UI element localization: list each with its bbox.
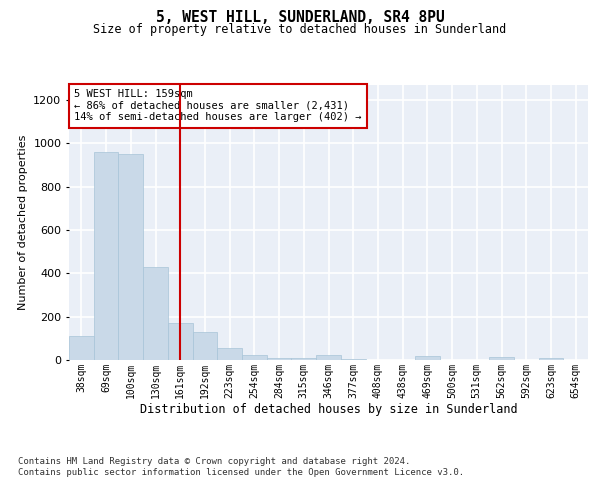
Bar: [341, 359, 365, 360]
Bar: [143, 267, 168, 360]
Y-axis label: Number of detached properties: Number of detached properties: [17, 135, 28, 310]
Text: Distribution of detached houses by size in Sunderland: Distribution of detached houses by size …: [140, 402, 518, 415]
Text: Size of property relative to detached houses in Sunderland: Size of property relative to detached ho…: [94, 24, 506, 36]
Bar: [94, 152, 118, 360]
Bar: [489, 358, 514, 360]
Bar: [267, 358, 292, 360]
Text: 5, WEST HILL, SUNDERLAND, SR4 8PU: 5, WEST HILL, SUNDERLAND, SR4 8PU: [155, 10, 445, 25]
Bar: [168, 323, 193, 360]
Text: 5 WEST HILL: 159sqm
← 86% of detached houses are smaller (2,431)
14% of semi-det: 5 WEST HILL: 159sqm ← 86% of detached ho…: [74, 89, 362, 122]
Text: Contains HM Land Registry data © Crown copyright and database right 2024.
Contai: Contains HM Land Registry data © Crown c…: [18, 458, 464, 477]
Bar: [415, 356, 440, 360]
Bar: [316, 354, 341, 360]
Bar: [292, 358, 316, 360]
Bar: [118, 154, 143, 360]
Bar: [193, 332, 217, 360]
Bar: [242, 354, 267, 360]
Bar: [539, 358, 563, 360]
Bar: [69, 336, 94, 360]
Bar: [217, 348, 242, 360]
